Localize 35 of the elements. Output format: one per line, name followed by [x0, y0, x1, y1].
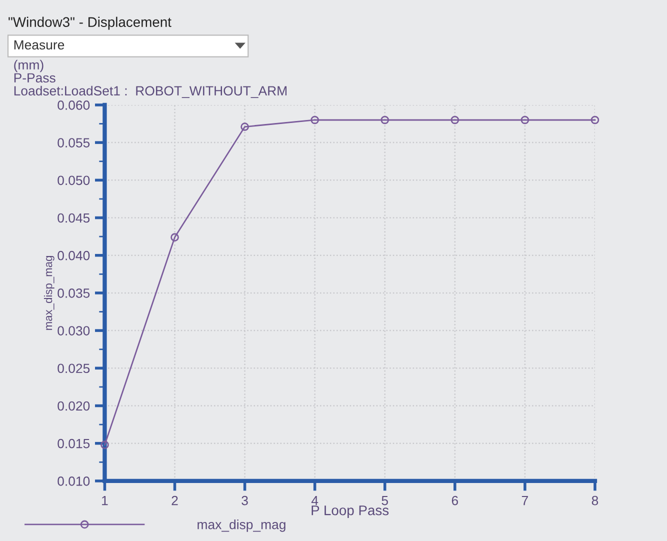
- text: (mm): [14, 60, 44, 72]
- x-tick-label: 8: [592, 496, 598, 506]
- y-tick-label: 0.040: [58, 250, 90, 260]
- y-tick-label: 0.020: [58, 401, 90, 411]
- point: [100, 440, 109, 450]
- x-tick-label: 7: [522, 496, 528, 506]
- text: max_disp_mag: [198, 520, 286, 532]
- y-tick-label: 0.035: [58, 288, 90, 298]
- y-tick-label: 0.060: [58, 100, 90, 110]
- y-tick-label: 0.050: [58, 176, 90, 186]
- text: Measure: [14, 40, 64, 50]
- x-tick-label: 3: [242, 496, 248, 506]
- y-axis-title: max_disp_mag: [44, 256, 54, 330]
- x-axis-title: P Loop Pass: [312, 506, 389, 518]
- x-tick-label: 6: [452, 496, 458, 506]
- y-tick-label: 0.015: [58, 438, 90, 448]
- point: [590, 116, 600, 124]
- point: [380, 116, 390, 124]
- y-tick-label: 0.025: [58, 364, 90, 374]
- x-tick-label: 5: [382, 496, 388, 506]
- y-tick-label: 0.055: [58, 138, 90, 148]
- point: [170, 233, 179, 242]
- point: [240, 122, 249, 131]
- y-tick-label: 0.030: [58, 326, 90, 336]
- point: [520, 116, 530, 124]
- x-tick-label: 2: [172, 496, 178, 506]
- x-tick-label: 1: [102, 496, 108, 506]
- x-tick-label: 4: [311, 496, 318, 506]
- text: Loadset:LoadSet1 : ROBOT_WITHOUT_ARM: [14, 86, 287, 98]
- point: [450, 116, 460, 124]
- y-tick-label: 0.010: [58, 476, 90, 486]
- chart-title: "Window3" - Displacement: [8, 16, 172, 30]
- text: P-Pass: [14, 73, 56, 83]
- point: [310, 116, 319, 124]
- y-tick-label: 0.045: [58, 213, 90, 223]
